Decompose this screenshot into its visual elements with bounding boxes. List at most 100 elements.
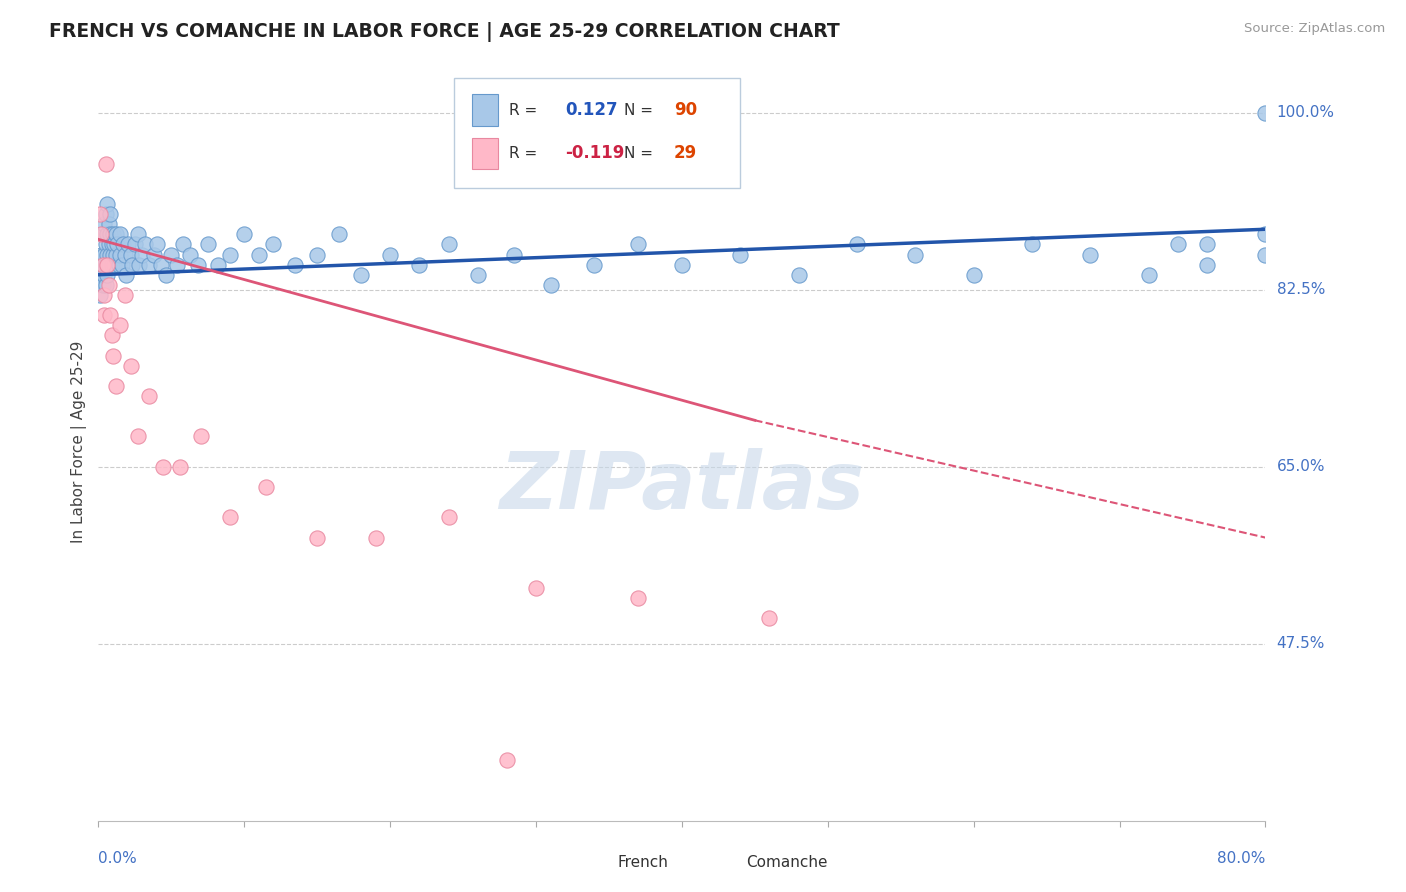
Point: [437, 237, 460, 252]
Point: [93, 288, 115, 302]
Point: [114, 247, 136, 261]
Point: [98, 227, 121, 242]
Point: [155, 268, 177, 282]
Point: [89, 207, 111, 221]
Point: [94, 207, 117, 221]
Point: [105, 237, 128, 252]
Point: [94, 258, 117, 272]
Point: [150, 258, 173, 272]
Point: [104, 227, 127, 242]
Bar: [589, 847, 612, 878]
Point: [1195, 258, 1218, 272]
Point: [138, 389, 160, 403]
Point: [90, 247, 112, 261]
Point: [524, 581, 547, 595]
Bar: [472, 137, 498, 169]
Point: [496, 753, 519, 767]
Point: [90, 268, 112, 282]
Point: [100, 237, 122, 252]
Point: [503, 247, 526, 261]
Point: [190, 429, 212, 443]
Point: [98, 207, 121, 221]
Point: [207, 258, 229, 272]
Text: 65.0%: 65.0%: [1277, 459, 1324, 475]
FancyBboxPatch shape: [454, 78, 741, 187]
Point: [100, 328, 122, 343]
Point: [104, 379, 127, 393]
Point: [758, 611, 780, 625]
Point: [101, 247, 124, 261]
Point: [134, 237, 156, 252]
Point: [97, 258, 120, 272]
Text: ZIPatlas: ZIPatlas: [499, 448, 865, 526]
Text: 100.0%: 100.0%: [1277, 105, 1334, 120]
Point: [364, 531, 387, 545]
Y-axis label: In Labor Force | Age 25-29: In Labor Force | Age 25-29: [72, 341, 87, 542]
Point: [96, 197, 118, 211]
Point: [408, 258, 430, 272]
Point: [1254, 106, 1277, 120]
Text: FRENCH VS COMANCHE IN LABOR FORCE | AGE 25-29 CORRELATION CHART: FRENCH VS COMANCHE IN LABOR FORCE | AGE …: [49, 22, 839, 42]
Text: 90: 90: [673, 101, 697, 120]
Point: [197, 237, 219, 252]
Point: [307, 247, 329, 261]
Point: [1080, 247, 1102, 261]
Point: [91, 277, 114, 292]
Point: [127, 227, 149, 242]
Point: [100, 258, 122, 272]
Point: [1167, 237, 1189, 252]
Text: 47.5%: 47.5%: [1277, 636, 1324, 651]
Point: [93, 217, 115, 231]
Point: [101, 227, 124, 242]
Point: [187, 258, 209, 272]
Point: [115, 268, 138, 282]
Bar: [717, 847, 741, 878]
Point: [121, 258, 143, 272]
Point: [380, 247, 402, 261]
Point: [160, 247, 183, 261]
Point: [120, 247, 142, 261]
Text: 0.0%: 0.0%: [98, 851, 138, 866]
Point: [254, 480, 277, 494]
Point: [93, 247, 115, 261]
Point: [97, 237, 120, 252]
Point: [112, 237, 135, 252]
Point: [169, 459, 191, 474]
Point: [91, 258, 114, 272]
Point: [103, 258, 125, 272]
Point: [117, 237, 139, 252]
Point: [142, 247, 165, 261]
Point: [1137, 268, 1160, 282]
Point: [1254, 247, 1277, 261]
Point: [350, 268, 373, 282]
Point: [127, 429, 149, 443]
Point: [110, 227, 132, 242]
Point: [110, 247, 132, 261]
Point: [93, 308, 115, 322]
Point: [96, 227, 118, 242]
Point: [114, 288, 136, 302]
Point: [152, 459, 174, 474]
Point: [172, 237, 194, 252]
Point: [124, 237, 146, 252]
Bar: [472, 95, 498, 126]
Text: 82.5%: 82.5%: [1277, 283, 1324, 297]
Text: French: French: [617, 855, 669, 870]
Point: [1021, 237, 1043, 252]
Point: [1254, 227, 1277, 242]
Point: [96, 268, 118, 282]
Point: [94, 277, 117, 292]
Point: [110, 318, 132, 333]
Point: [846, 237, 869, 252]
Point: [146, 237, 169, 252]
Point: [91, 227, 114, 242]
Point: [98, 247, 121, 261]
Point: [467, 268, 489, 282]
Point: [328, 227, 350, 242]
Point: [437, 510, 460, 524]
Text: Source: ZipAtlas.com: Source: ZipAtlas.com: [1244, 22, 1385, 36]
Point: [103, 237, 125, 252]
Point: [98, 308, 121, 322]
Text: R =: R =: [509, 146, 537, 161]
Point: [89, 288, 111, 302]
